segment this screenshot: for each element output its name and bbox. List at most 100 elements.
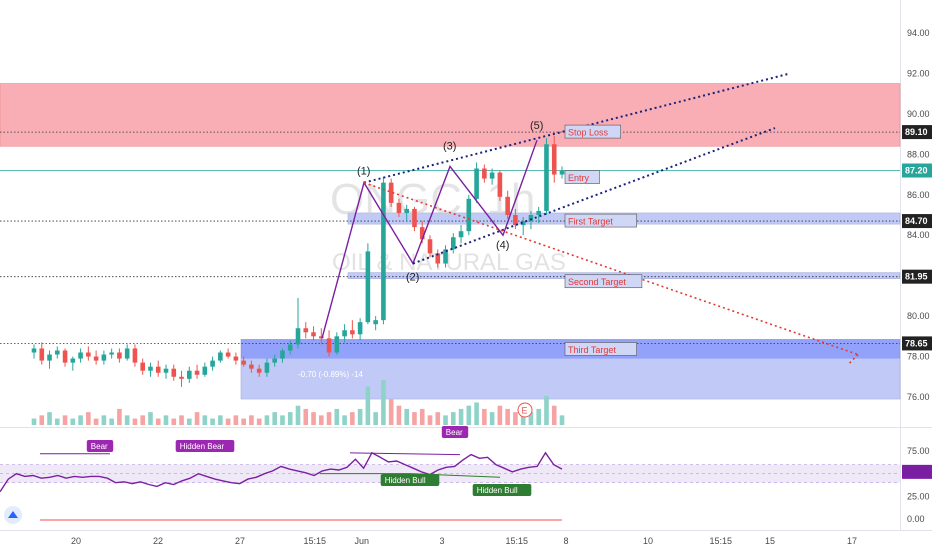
- watermark-symbol: ONGC, 1h: [330, 175, 535, 224]
- candle-body: [272, 358, 278, 363]
- time-tick-label: 10: [643, 536, 653, 546]
- candle-body: [124, 348, 130, 359]
- volume-bar: [505, 408, 510, 425]
- candle-body: [295, 328, 301, 345]
- candle-body: [233, 356, 239, 361]
- rsi-label-box: [472, 484, 532, 496]
- rsi-label: Bear: [446, 428, 463, 437]
- target-projection-tail: [847, 353, 859, 366]
- candle-body: [256, 368, 262, 373]
- tv-logo-icon: [4, 506, 22, 524]
- price-tick-label: 86.00: [907, 190, 930, 200]
- rsi-tag-box: [902, 464, 932, 479]
- candle-body: [264, 362, 270, 373]
- candle-body: [287, 344, 293, 351]
- volume-bar: [132, 418, 138, 425]
- volume-bar: [388, 399, 394, 425]
- level-label-box: [564, 170, 600, 184]
- candle-body: [155, 366, 161, 373]
- volume-bar: [272, 412, 278, 425]
- candle-body: [559, 170, 565, 175]
- candle-body: [419, 227, 425, 240]
- earnings-marker-icon[interactable]: E: [517, 402, 533, 418]
- candle-body: [303, 328, 309, 333]
- volume-bar: [474, 402, 479, 425]
- volume-bar: [396, 405, 402, 425]
- candle-body: [505, 196, 510, 215]
- volume-bar: [536, 408, 542, 425]
- horizontal-levels: [0, 131, 900, 344]
- candle-body: [435, 253, 441, 264]
- candle-body: [148, 366, 153, 371]
- volume-bars: [31, 380, 565, 425]
- candle-body: [210, 360, 215, 367]
- candle-body: [132, 348, 138, 363]
- time-tick-label: 3: [440, 536, 445, 546]
- price-tag-label: 81.95: [905, 272, 928, 282]
- candle-body: [427, 239, 433, 254]
- time-tick-label: 17: [847, 536, 857, 546]
- volume-bar: [225, 418, 231, 425]
- volume-bar: [256, 418, 262, 425]
- price-axis[interactable]: 94.00 92.00 90.00 88.00 86.00 84.00 80.00 78.00…: [907, 28, 930, 402]
- time-tick-label: 15: [765, 536, 775, 546]
- upper-channel: [363, 72, 791, 184]
- volume-bar: [93, 418, 99, 425]
- level-label-box: [564, 342, 637, 356]
- candle-body: [70, 358, 76, 363]
- zone-band: [0, 83, 901, 147]
- candle-body: [179, 376, 184, 379]
- candle-body: [109, 352, 114, 355]
- rsi-label: Hidden Bull: [385, 476, 426, 485]
- candle-body: [450, 237, 456, 250]
- candle-body: [171, 368, 177, 377]
- elliott-wave-path: [321, 139, 538, 339]
- level-labels: Stop Loss Entry First Target Second Target T…: [564, 124, 643, 356]
- candle-body: [194, 370, 200, 375]
- volume-bar: [31, 418, 37, 425]
- volume-bar: [171, 418, 177, 425]
- wave-label: (4): [496, 239, 509, 251]
- candle-body: [218, 352, 223, 361]
- rsi-tick-label: 0.00: [907, 514, 925, 524]
- candle-body: [280, 350, 285, 359]
- price-tick-label: 80.00: [907, 311, 930, 321]
- price-tick-label: 78.00: [907, 352, 930, 362]
- wave-labels: (1) (2) (3) (4) (5): [357, 120, 543, 284]
- wave-label: (1): [357, 166, 370, 178]
- candle-body: [357, 322, 363, 335]
- time-tick-label: 15:15: [710, 536, 733, 546]
- candle-body: [140, 362, 146, 371]
- volume-bar: [186, 418, 192, 425]
- candle-body: [326, 338, 332, 353]
- volume-bar: [482, 408, 487, 425]
- time-tick-label: 27: [235, 536, 245, 546]
- candle-body: [225, 352, 231, 357]
- volume-bar: [303, 408, 309, 425]
- candle-body: [350, 330, 355, 335]
- rsi-pane[interactable]: [0, 451, 900, 521]
- candle-body: [474, 168, 479, 199]
- volume-bar: [287, 412, 293, 425]
- candle-body: [489, 172, 495, 179]
- candle-body: [373, 320, 378, 325]
- candle-body: [241, 360, 246, 365]
- price-tag-label: 89.10: [905, 127, 928, 137]
- price-tag-box: [902, 125, 932, 140]
- volume-bar: [326, 412, 332, 425]
- candle-body: [86, 352, 91, 357]
- volume-bar: [86, 412, 91, 425]
- time-tick-label: 15:15: [304, 536, 327, 546]
- volume-bar: [365, 386, 371, 425]
- candle-body: [388, 182, 394, 203]
- time-axis[interactable]: 20 22 27 15:15 Jun 3 15:15 8 10 15:15 15 17: [71, 536, 857, 546]
- price-tag-label: 78.65: [905, 338, 928, 348]
- target-projection: [363, 181, 859, 356]
- candles-layer: [31, 136, 565, 387]
- rsi-tick-label: 75.00: [907, 446, 930, 456]
- volume-bar: [140, 415, 146, 425]
- volume-bar: [489, 412, 495, 425]
- rsi-divergence-labels: Bear Hidden Bear Bear Hidden Bull Hidden Bul…: [86, 426, 532, 496]
